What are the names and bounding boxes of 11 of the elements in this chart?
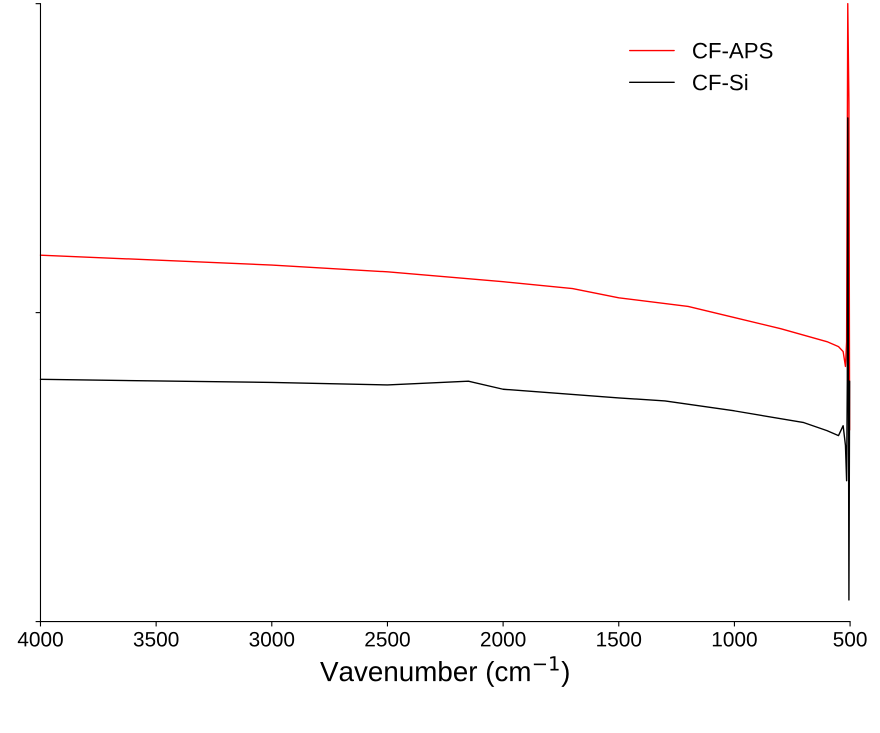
x-tick-label: 3000 — [249, 632, 294, 647]
legend-label: CF-Si — [693, 74, 748, 90]
x-axis-title: Vavenumber (cm$^{−1}$) — [320, 656, 569, 687]
x-tick-label: 2500 — [365, 632, 410, 647]
x-tick-label: 3500 — [134, 632, 178, 647]
legend-label: CF-APS — [693, 42, 772, 59]
x-tick-label: 4000 — [18, 632, 63, 647]
x-tick-label: 1500 — [597, 632, 642, 647]
x-tick-label: 500 — [834, 632, 867, 647]
x-tick-label: 1000 — [712, 632, 757, 647]
x-tick-label: 2000 — [480, 632, 526, 647]
